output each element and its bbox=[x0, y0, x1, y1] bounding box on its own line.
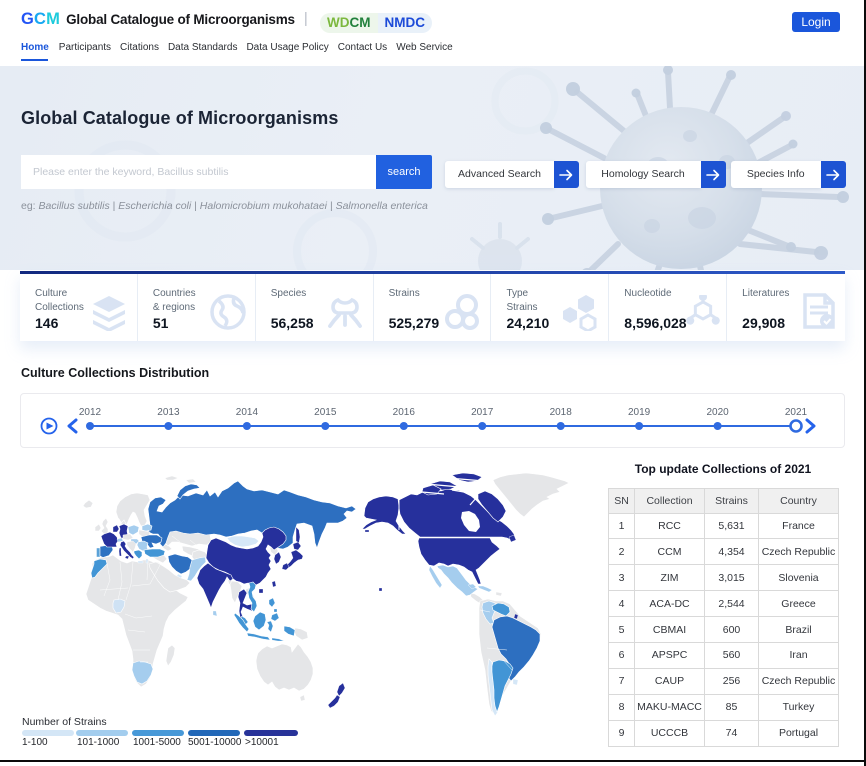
svg-text:2018: 2018 bbox=[550, 407, 573, 418]
svg-text:2020: 2020 bbox=[706, 407, 729, 418]
svg-text:2019: 2019 bbox=[628, 407, 651, 418]
svg-text:2014: 2014 bbox=[236, 407, 259, 418]
svg-text:2012: 2012 bbox=[79, 407, 102, 418]
svg-text:2015: 2015 bbox=[314, 407, 337, 418]
svg-text:2016: 2016 bbox=[393, 407, 416, 418]
svg-text:2021: 2021 bbox=[785, 407, 808, 418]
svg-text:2013: 2013 bbox=[157, 407, 180, 418]
svg-text:2017: 2017 bbox=[471, 407, 494, 418]
